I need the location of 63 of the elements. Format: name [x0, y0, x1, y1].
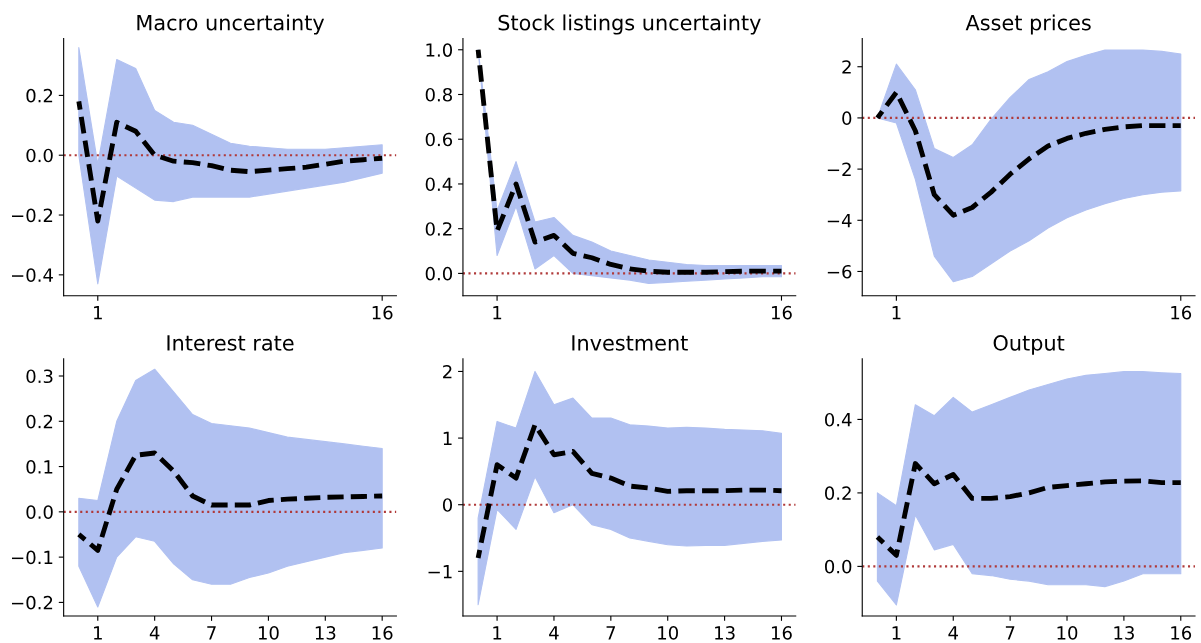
y-tick-label: 0.8: [425, 87, 452, 102]
x-tick-label: 10: [258, 626, 279, 640]
x-tick-label: 13: [715, 626, 735, 640]
y-tick-label: 0: [842, 111, 852, 126]
line-series: [874, 461, 1184, 558]
x-tick-label: 10: [658, 626, 679, 640]
y-tick-label: 0.6: [425, 132, 453, 147]
x-tick-label: 13: [1114, 626, 1134, 640]
y-tick-label: 0.0: [26, 148, 53, 163]
x-tick-label: 7: [1005, 626, 1015, 640]
chart-title: Macro uncertainty: [137, 14, 325, 35]
x-tick-label: 7: [606, 626, 616, 640]
y-tick-label: 0.1: [26, 460, 53, 474]
y-tick-label: −0.2: [12, 208, 53, 223]
y-tick-label: 0.2: [425, 222, 452, 236]
chart-title: Investment: [572, 335, 688, 351]
line-series: [76, 98, 385, 224]
x-tick-label: 1: [892, 306, 901, 320]
x-tick-label: 16: [1171, 626, 1192, 640]
y-tick-label: 0.2: [26, 414, 53, 429]
y-tick-label: 0.0: [425, 266, 453, 281]
chart-title: Output: [993, 335, 1065, 355]
y-tick-label: 0.4: [825, 412, 852, 427]
x-tick-label: 1: [94, 306, 102, 320]
x-tick-label: 13: [315, 626, 336, 640]
x-tick-label: 1: [94, 626, 102, 640]
y-tick-label: 0.0: [26, 505, 53, 519]
x-tick-label: 1: [493, 626, 502, 640]
x-tick-label: 16: [771, 626, 792, 640]
y-tick-label: 0: [442, 498, 453, 512]
x-tick-label: 16: [372, 626, 393, 640]
y-tick-label: −0.2: [12, 595, 53, 610]
x-tick-label: 16: [1171, 305, 1192, 320]
line-series: [874, 89, 1184, 218]
y-tick-label: 0.3: [26, 369, 53, 384]
x-tick-label: 1: [892, 626, 901, 640]
y-tick-label: −0.1: [12, 550, 53, 565]
x-tick-label: 16: [372, 305, 393, 320]
y-tick-label: −6: [827, 264, 852, 279]
x-tick-label: 10: [1057, 626, 1078, 640]
line-series: [475, 422, 784, 561]
y-tick-label: 0.0: [825, 559, 852, 574]
y-tick-label: 0.4: [425, 177, 453, 192]
x-tick-label: 4: [948, 626, 958, 640]
y-tick-label: 0.2: [26, 88, 53, 103]
y-tick-label: 1.0: [426, 43, 453, 57]
y-tick-label: 2: [443, 364, 452, 379]
x-tick-label: 1: [493, 306, 502, 320]
y-tick-label: −0.4: [12, 268, 53, 282]
y-tick-label: −1: [428, 565, 452, 579]
y-tick-label: 1: [443, 431, 452, 445]
x-tick-label: 4: [549, 626, 559, 640]
y-tick-label: 0.2: [825, 486, 851, 501]
chart-title: Interest rate: [167, 335, 294, 351]
y-tick-label: 2: [842, 60, 851, 74]
chart-title: Asset prices: [965, 14, 1091, 35]
chart-title: Stock listings uncertainty: [498, 14, 761, 35]
x-tick-label: 7: [207, 626, 216, 640]
x-tick-label: 4: [149, 626, 160, 640]
x-tick-label: 16: [771, 305, 792, 320]
y-tick-label: −4: [827, 213, 852, 228]
y-tick-label: −2: [827, 162, 851, 176]
line-series: [76, 450, 385, 553]
